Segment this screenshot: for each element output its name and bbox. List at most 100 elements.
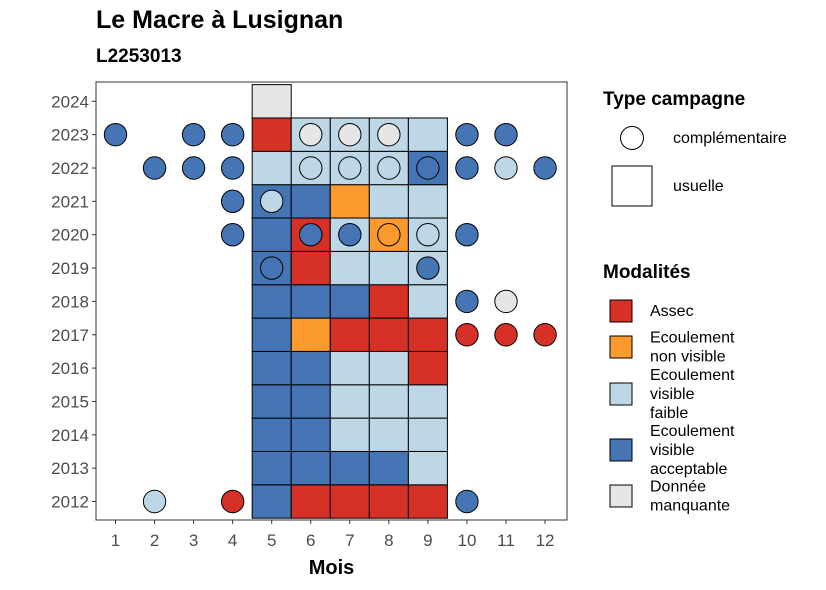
legend-shape-key-square (611, 165, 653, 207)
circle-2023-3 (181, 122, 206, 147)
y-tick-label-2014: 2014 (51, 426, 89, 445)
legend-color-title: Modalités (603, 262, 691, 283)
square-2017-6 (290, 317, 331, 352)
x-tick-label-7: 7 (345, 531, 354, 550)
legend-color-key-M (609, 484, 633, 508)
legend-shape-title: Type campagne (603, 89, 745, 110)
square-2013-9 (407, 450, 448, 486)
y-tick-label-2022: 2022 (51, 159, 89, 178)
circle-2012-4 (220, 489, 245, 514)
square-2023-5 (251, 117, 292, 152)
square-2014-7 (329, 417, 370, 452)
circle-2022-4 (220, 156, 245, 180)
circle-2012-10 (455, 489, 479, 514)
circle-2023-7 (338, 122, 362, 147)
square-2015-8 (368, 384, 409, 419)
chart-title: Le Macre à Lusignan (96, 6, 344, 34)
square-2019-8 (368, 250, 409, 286)
square-2016-8 (368, 350, 409, 386)
circle-2017-12 (533, 323, 557, 347)
square-2017-8 (368, 317, 409, 352)
square-2013-7 (329, 450, 370, 486)
square-2016-9 (407, 350, 448, 386)
legend-color-label-A: Assec (650, 303, 694, 320)
square-2016-7 (329, 350, 370, 386)
legend-color-label-N: Ecoulement non visible (650, 330, 735, 366)
circle-2023-11 (494, 122, 518, 147)
x-tick-label-6: 6 (306, 531, 315, 550)
x-tick-label-4: 4 (228, 531, 237, 550)
square-2018-8 (368, 284, 409, 319)
x-tick-label-3: 3 (189, 531, 198, 550)
y-tick-label-2023: 2023 (51, 126, 89, 145)
square-2012-6 (290, 484, 331, 519)
square-2018-7 (329, 284, 370, 319)
square-2015-7 (329, 384, 370, 419)
legend-color-label-F: Ecoulement visible faible (650, 367, 735, 422)
y-tick-label-2024: 2024 (51, 92, 89, 111)
y-tick-label-2017: 2017 (51, 326, 89, 345)
square-2016-5 (251, 350, 292, 386)
legend-color-label-V: Ecoulement visible acceptable (650, 423, 735, 478)
circle-2021-5 (260, 189, 284, 214)
y-tick-label-2012: 2012 (51, 493, 89, 512)
legend-shape-label-0: complémentaire (673, 130, 787, 147)
square-2015-6 (290, 384, 331, 419)
legend-color-key-N (609, 335, 633, 359)
circle-2022-6 (299, 156, 323, 180)
square-2017-5 (251, 317, 292, 352)
circle-2022-7 (338, 156, 362, 180)
square-2021-7 (329, 184, 370, 219)
x-tick-label-8: 8 (384, 531, 393, 550)
square-2012-8 (368, 484, 409, 519)
circle-2020-9 (416, 223, 440, 247)
circle-2019-5 (260, 256, 284, 280)
circle-2022-11 (494, 156, 518, 180)
square-2014-5 (251, 417, 292, 452)
circle-2019-9 (416, 256, 440, 280)
circle-2022-9 (416, 156, 440, 180)
square-2014-6 (290, 417, 331, 452)
circle-2023-1 (103, 122, 128, 147)
x-tick-label-12: 12 (536, 531, 555, 550)
square-2020-5 (251, 217, 292, 252)
circle-2022-2 (142, 156, 167, 180)
circle-2022-12 (533, 156, 557, 180)
y-tick-label-2013: 2013 (51, 459, 89, 478)
square-2023-9 (407, 117, 448, 152)
square-2015-5 (251, 384, 292, 419)
square-2012-9 (407, 484, 448, 519)
legend-shape-key-circle (620, 126, 644, 150)
square-2017-9 (407, 317, 448, 352)
circle-2023-8 (377, 122, 401, 147)
square-2021-9 (407, 184, 448, 219)
square-2021-8 (368, 184, 409, 219)
square-2018-5 (251, 284, 292, 319)
square-2016-6 (290, 350, 331, 386)
legend-shape-label-1: usuelle (673, 178, 724, 195)
legend-color-key-A (609, 299, 633, 323)
circle-2012-2 (142, 489, 167, 514)
x-axis-title: Mois (309, 557, 355, 579)
legend-color-key-V (609, 438, 633, 462)
circle-2022-10 (455, 156, 479, 180)
y-tick-label-2021: 2021 (51, 192, 89, 211)
square-2019-7 (329, 250, 370, 286)
square-2014-8 (368, 417, 409, 452)
square-2013-8 (368, 450, 409, 486)
circle-2022-3 (181, 156, 206, 180)
square-2019-6 (290, 250, 331, 286)
circle-2023-6 (299, 122, 323, 147)
circle-2020-8 (377, 223, 401, 247)
y-tick-label-2020: 2020 (51, 226, 89, 245)
circle-2018-10 (455, 289, 479, 314)
circle-2023-4 (220, 122, 245, 147)
square-2017-7 (329, 317, 370, 352)
square-2018-9 (407, 284, 448, 319)
square-2024-5 (251, 84, 292, 119)
circle-2020-4 (220, 223, 245, 247)
circle-2017-11 (494, 323, 518, 347)
x-tick-label-11: 11 (497, 531, 515, 550)
y-tick-label-2015: 2015 (51, 392, 89, 411)
